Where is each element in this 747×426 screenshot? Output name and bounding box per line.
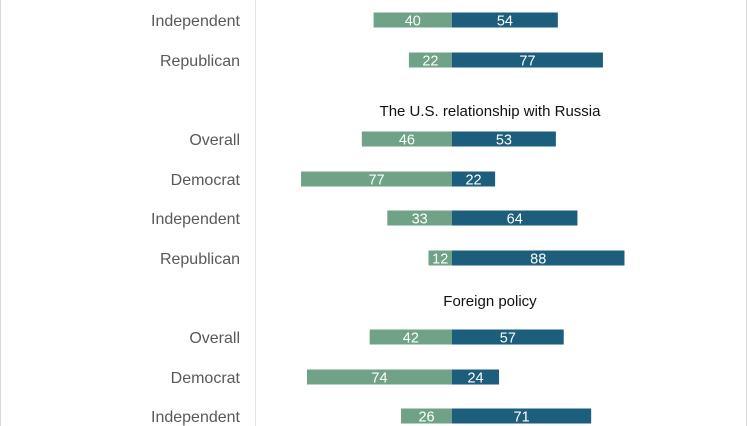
- right-value-label: 64: [507, 212, 523, 228]
- right-value-label: 53: [496, 133, 512, 149]
- left-value-label: 33: [412, 212, 428, 228]
- right-value-label: 77: [519, 54, 535, 70]
- right-bar: [452, 329, 564, 345]
- left-bar: [387, 210, 452, 226]
- right-value-label: 22: [465, 173, 481, 189]
- right-bar: [452, 408, 592, 424]
- left-bar: [369, 329, 452, 345]
- category-label: Independent: [151, 211, 241, 228]
- right-bar: [452, 250, 625, 266]
- category-label: Overall: [189, 330, 240, 347]
- section-title: Foreign policy: [443, 293, 537, 310]
- right-value-label: 57: [500, 331, 516, 347]
- left-value-label: 42: [403, 331, 419, 347]
- left-bar: [301, 171, 452, 187]
- left-value-label: 22: [422, 54, 438, 70]
- left-bar: [408, 52, 452, 68]
- label-divider: [255, 0, 256, 426]
- category-label: Independent: [151, 409, 241, 426]
- left-bar: [401, 408, 452, 424]
- left-value-label: 74: [371, 371, 387, 387]
- right-bar: [452, 12, 558, 28]
- left-value-label: 26: [418, 410, 434, 426]
- right-value-label: 71: [514, 410, 530, 426]
- left-bar: [373, 12, 452, 28]
- section-title: The U.S. relationship with Russia: [380, 103, 602, 120]
- left-bar: [306, 369, 452, 385]
- category-label: Republican: [160, 53, 240, 70]
- left-value-label: 40: [405, 14, 421, 30]
- right-bar: [452, 131, 556, 147]
- right-bar: [452, 52, 603, 68]
- category-label: Republican: [160, 251, 240, 268]
- left-value-label: 77: [368, 173, 384, 189]
- left-value-label: 46: [399, 133, 415, 149]
- left-bar: [428, 250, 452, 266]
- category-label: Democrat: [171, 370, 241, 387]
- category-label: Overall: [189, 132, 240, 149]
- right-bar: [452, 210, 578, 226]
- right-bar: [452, 369, 500, 385]
- left-bar: [361, 131, 452, 147]
- right-value-label: 88: [530, 252, 546, 268]
- right-value-label: 24: [467, 371, 483, 387]
- category-label: Democrat: [171, 172, 241, 189]
- category-label: Independent: [151, 13, 241, 30]
- left-value-label: 12: [432, 252, 448, 268]
- right-value-label: 54: [497, 14, 513, 30]
- right-bar: [452, 171, 496, 187]
